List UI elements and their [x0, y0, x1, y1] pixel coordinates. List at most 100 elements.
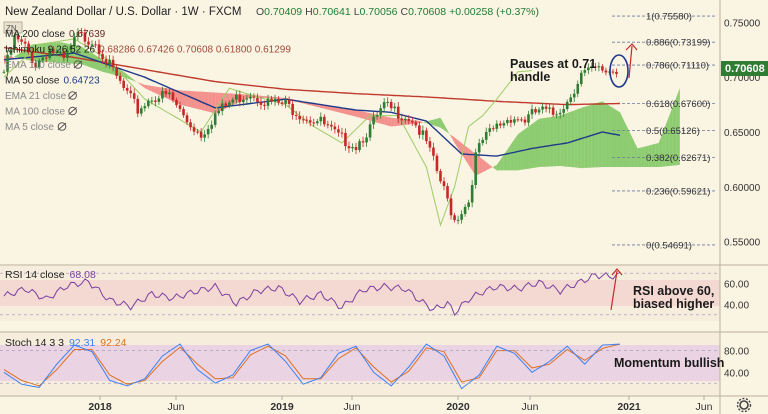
fib-label: 0.618(0.67600): [646, 99, 710, 110]
candle-body: [118, 75, 122, 81]
candle-body: [315, 121, 319, 124]
cloud-segment: [334, 106, 339, 113]
cloud-segment: [612, 107, 617, 168]
rsi-arrow: [610, 270, 618, 311]
price-annotation-line1: Pauses at 0.71: [510, 57, 596, 71]
candle-body: [365, 137, 368, 143]
gear-icon[interactable]: [736, 397, 752, 413]
cloud-segment: [327, 105, 332, 111]
rsi-annotation-line2: biased higher: [633, 297, 714, 311]
fib-label: 0.886(0.73199): [646, 38, 710, 49]
candle-body: [231, 99, 235, 103]
cloud-segment: [672, 97, 677, 166]
candle-body: [576, 83, 580, 94]
cloud-segment: [479, 156, 483, 174]
price-annotation-line2: handle: [510, 70, 550, 84]
candle-body: [400, 118, 404, 121]
candle-body: [534, 109, 537, 113]
candle-body: [139, 108, 143, 114]
candle-body: [569, 97, 573, 102]
candle-body: [125, 87, 129, 91]
candle-body: [513, 119, 516, 123]
eye-hidden-icon: [73, 60, 83, 69]
candle-body: [203, 134, 206, 138]
candle-body: [76, 31, 80, 37]
cloud-segment: [658, 133, 663, 168]
cloud-segment: [53, 42, 57, 63]
stoch-title[interactable]: Stoch 14 3 3 92.31 92.24: [5, 337, 127, 349]
ohlc-value: 0.70409: [264, 6, 302, 18]
cloud-segment: [493, 164, 497, 171]
candles[interactable]: [2, 27, 618, 225]
cloud-segment: [151, 85, 156, 94]
candle-body: [597, 66, 601, 68]
cloud-segment: [14, 54, 19, 59]
candle-body: [97, 44, 101, 54]
price-tick-label: 0.75000: [724, 18, 761, 29]
legend-label: MA 100 close: [5, 107, 65, 118]
cloud-segment: [634, 141, 638, 168]
time-tick-label: Jun: [344, 401, 361, 413]
fib-levels: 1(0.75580) 0.886(0.73199) 0.786(0.71110) 0.…: [612, 12, 715, 251]
candle-body: [263, 104, 266, 106]
candle-body: [242, 99, 245, 103]
candle-body: [256, 97, 259, 102]
cloud-segment: [183, 90, 188, 107]
cloud-segment: [436, 117, 441, 128]
candle-body: [340, 132, 344, 134]
candle-body: [460, 214, 463, 220]
ohlc-label: H: [305, 6, 313, 18]
stoch-panel[interactable]: 80.00 40.00: [0, 343, 749, 390]
cloud-segment: [95, 55, 100, 71]
candle-body: [73, 36, 76, 47]
candle-body: [375, 114, 379, 117]
eye-hidden-icon: [68, 107, 77, 115]
candle-body: [523, 119, 527, 123]
legend-row: Ichimoku 9 26 52 26 0.68286 0.67426 0.706…: [5, 45, 291, 56]
stoch-band: [0, 345, 720, 381]
candle-body: [157, 98, 161, 102]
fib-label: 1(0.75580): [646, 12, 692, 23]
cloud-segment: [669, 106, 673, 166]
eye-hidden-icon: [73, 60, 83, 69]
candle-body: [294, 114, 298, 116]
cloud-segment: [144, 84, 149, 90]
time-tick-label: 2018: [88, 401, 112, 413]
rsi-panel[interactable]: 60.00 40.00: [0, 271, 749, 317]
candle-body: [305, 119, 309, 121]
cloud-segment: [620, 112, 624, 168]
candle-body: [477, 143, 481, 153]
candle-body: [587, 67, 590, 71]
cloud-segment: [591, 103, 596, 168]
candle-body: [520, 119, 523, 121]
cloud-segment: [134, 79, 138, 83]
candle-body: [425, 130, 428, 142]
stoch-k-value: 92.31: [69, 337, 95, 349]
cloud-segment: [429, 119, 434, 126]
cloud-segment: [260, 95, 265, 98]
legend-label: EMA 21 close: [5, 91, 67, 102]
cloud-segment: [556, 115, 561, 167]
candle-body: [615, 71, 618, 74]
cloud-segment: [268, 96, 272, 99]
cloud-segment: [532, 121, 536, 169]
cloud-segment: [42, 43, 47, 62]
legend-row: MA 100 close: [5, 107, 65, 118]
cloud-segment: [363, 111, 367, 120]
cloud-segment: [356, 110, 360, 118]
cloud-segment: [127, 74, 131, 80]
candle-body: [481, 139, 485, 144]
chart-title[interactable]: New Zealand Dollar / U.S. Dollar · 1W · …: [5, 6, 241, 18]
candle-body: [37, 60, 41, 68]
legend-value: 0.67639: [69, 29, 106, 40]
indicator-legend[interactable]: MA 200 close 0.67639 Ichimoku 9 26 52 26 0.…: [5, 29, 291, 133]
candle-body: [344, 132, 347, 147]
cloud-segment: [507, 144, 511, 171]
candle-body: [62, 51, 66, 58]
cloud-segment: [630, 133, 635, 168]
candle-body: [287, 99, 291, 104]
cloud-segment: [676, 88, 680, 166]
cloud-segment: [387, 116, 392, 127]
rsi-title[interactable]: RSI 14 close 68.08: [5, 269, 96, 281]
